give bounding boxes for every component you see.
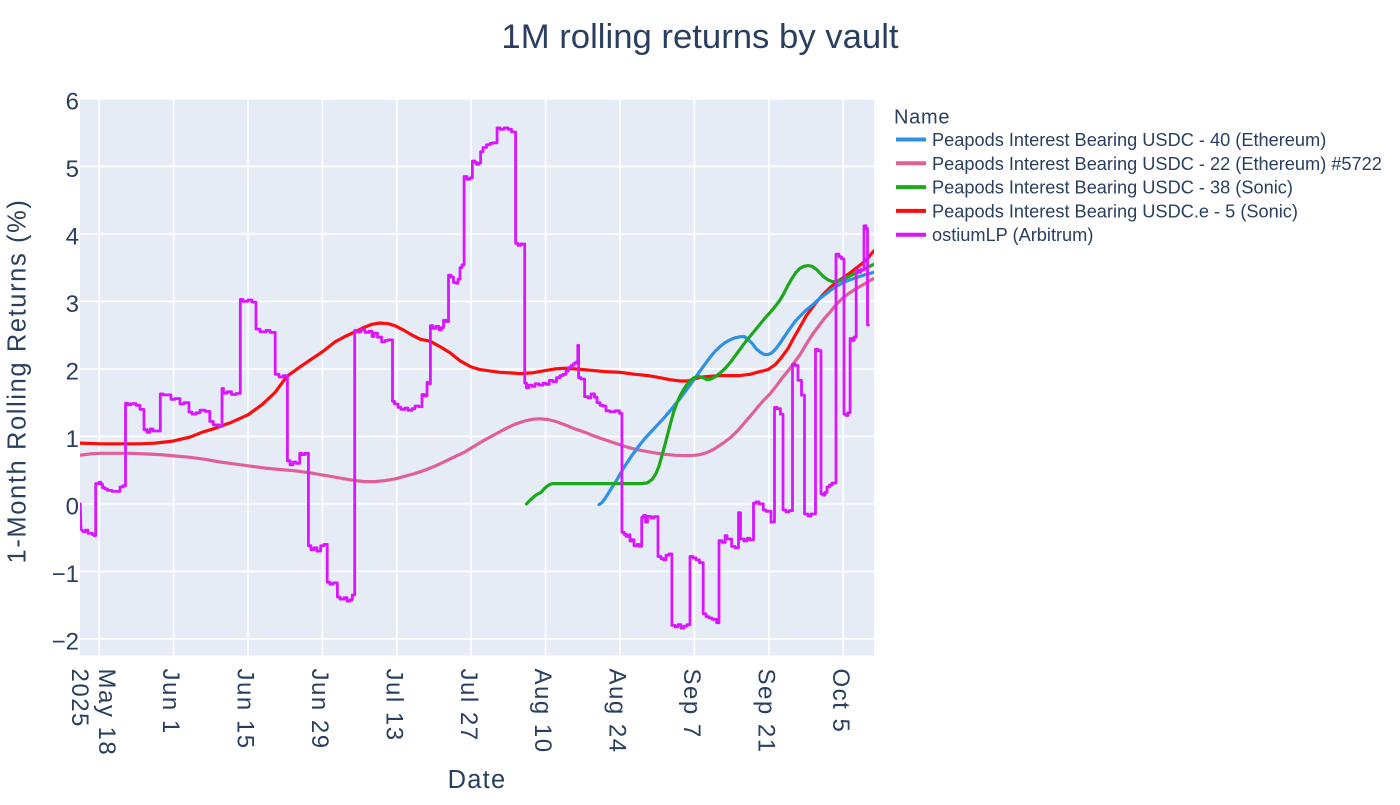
svg-text:May 182025: May 182025 [66,669,120,757]
svg-text:Sep 21: Sep 21 [752,669,779,754]
svg-text:1M rolling returns by vault: 1M rolling returns by vault [501,18,899,56]
svg-text:1-Month Rolling Returns (%): 1-Month Rolling Returns (%) [4,199,32,564]
svg-text:Jun 15: Jun 15 [232,669,259,750]
svg-text:4: 4 [66,223,79,250]
svg-text:3: 3 [66,291,79,318]
svg-text:Oct 5: Oct 5 [827,669,854,734]
svg-text:Date: Date [448,766,507,794]
svg-text:−1: −1 [52,561,79,588]
svg-text:ostiumLP (Arbitrum): ostiumLP (Arbitrum) [932,225,1093,245]
svg-text:Jun 29: Jun 29 [306,669,333,750]
svg-text:0: 0 [66,493,79,520]
svg-text:Aug 10: Aug 10 [529,669,556,754]
svg-text:1: 1 [66,426,79,453]
svg-text:Aug 24: Aug 24 [604,669,631,754]
svg-text:Peapods Interest Bearing USDC: Peapods Interest Bearing USDC - 22 (Ethe… [932,154,1382,174]
svg-text:Jun 1: Jun 1 [157,669,184,735]
svg-text:Peapods Interest Bearing USDC.: Peapods Interest Bearing USDC.e - 5 (Son… [932,201,1298,221]
svg-text:Sep 7: Sep 7 [678,669,705,739]
svg-text:Peapods Interest Bearing USDC: Peapods Interest Bearing USDC - 38 (Soni… [932,178,1293,198]
svg-text:Peapods Interest Bearing USDC: Peapods Interest Bearing USDC - 40 (Ethe… [932,130,1326,150]
svg-text:Jul 27: Jul 27 [455,669,482,742]
svg-text:Jul 13: Jul 13 [380,669,407,742]
svg-text:Name: Name [894,107,950,129]
svg-text:5: 5 [66,156,79,183]
svg-text:2: 2 [66,358,79,385]
svg-text:6: 6 [66,88,79,115]
svg-text:−2: −2 [52,628,79,655]
